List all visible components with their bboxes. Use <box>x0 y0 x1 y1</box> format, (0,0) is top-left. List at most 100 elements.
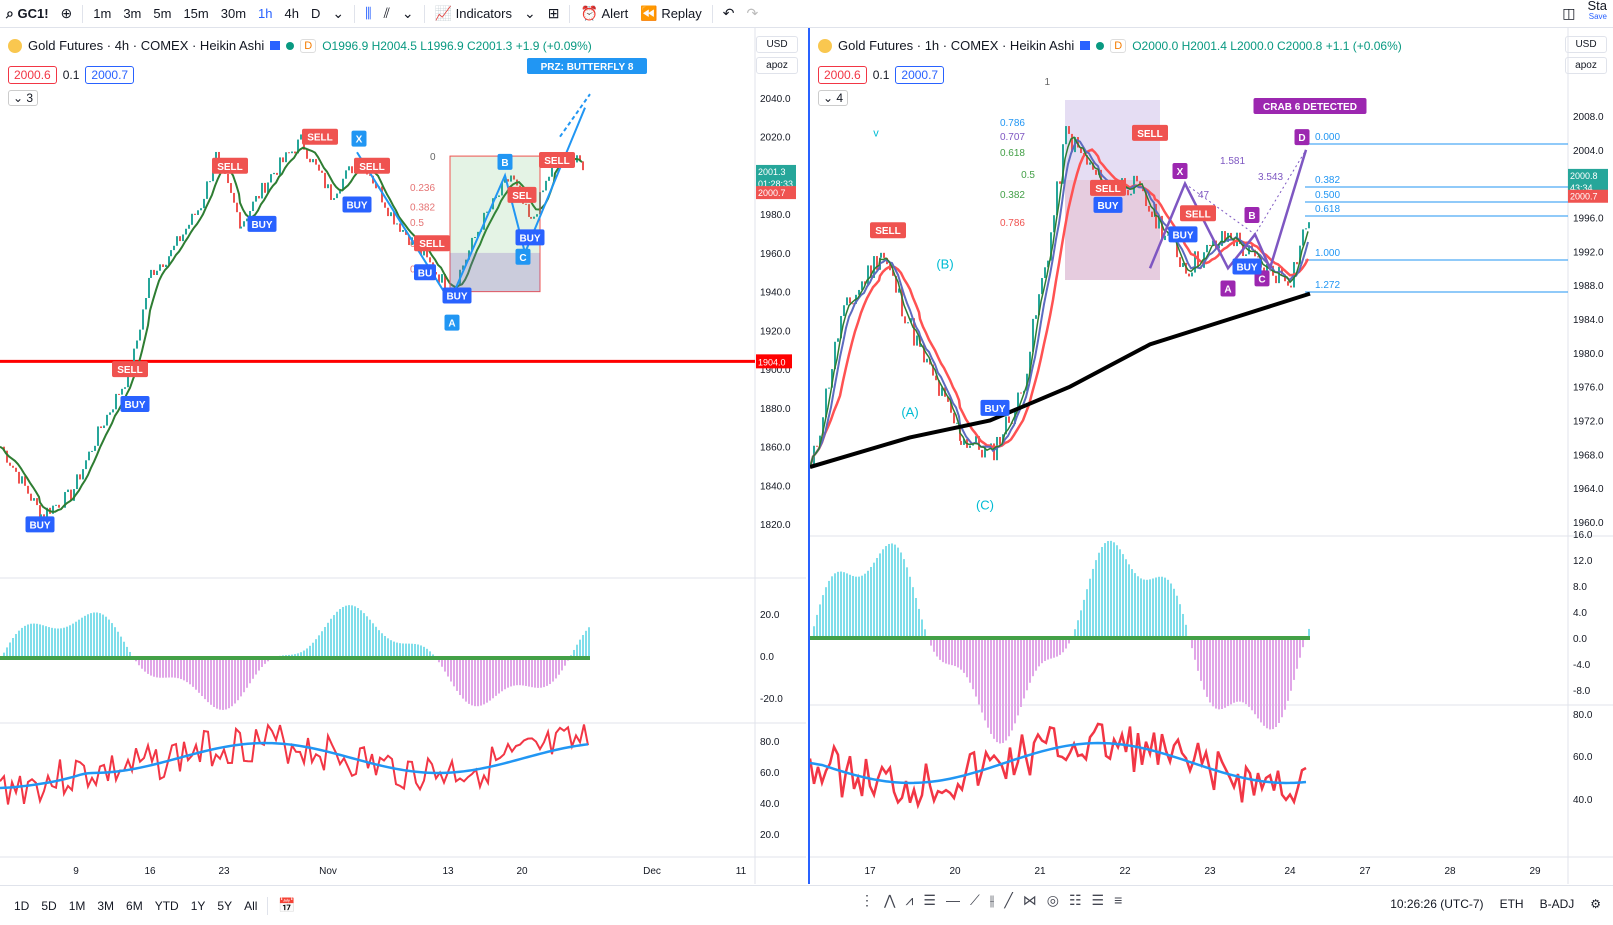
osc-bar <box>954 638 956 666</box>
pattern-xabcd-icon[interactable]: ⋀ <box>884 892 895 909</box>
chart-style-button[interactable]: ⫽ <box>378 0 396 27</box>
scale-mode-select[interactable]: apoz <box>1565 57 1607 74</box>
top-toolbar: ⌕ GC1! ⊕ 1m 3m 5m 15m 30m 1h 4h D ⌄ ⫼ ⫽ … <box>0 0 1613 28</box>
menu-icon[interactable]: ≡ <box>1114 892 1122 909</box>
osc-bar <box>486 658 488 703</box>
timeframe-30m[interactable]: 30m <box>215 0 252 27</box>
elliott-wave-icon[interactable]: ⋈ <box>1023 892 1037 909</box>
session-toggle[interactable]: ETH <box>1500 897 1524 911</box>
alarm-icon: ⏰ <box>580 5 597 22</box>
drag-handle-icon[interactable]: ⋮ <box>860 892 874 909</box>
settings-icon[interactable]: ⚙ <box>1590 897 1601 911</box>
chart-left[interactable]: 2040.02020.02000.01980.01960.01940.01920… <box>0 28 806 884</box>
chart-right-canvas[interactable]: 2008.02004.01996.01992.01988.01984.01980… <box>810 28 1613 884</box>
ray-icon[interactable]: ⟋ <box>970 892 980 909</box>
timeframe-3m[interactable]: 3m <box>117 0 147 27</box>
osc-bar <box>345 606 347 658</box>
osc-bar <box>867 571 869 638</box>
sell-price-button[interactable]: 2000.6 <box>818 66 867 84</box>
pattern-cypher-icon[interactable]: ⩘ <box>905 892 913 909</box>
chart-style-dropdown[interactable]: ⌄ <box>396 0 420 27</box>
osc-bar <box>1290 638 1292 691</box>
range-1d[interactable]: 1D <box>8 899 35 913</box>
osc-bar <box>1224 638 1226 708</box>
fib-spiral-icon[interactable]: ◎ <box>1047 892 1059 909</box>
timeframe-4h[interactable]: 4h <box>279 0 305 27</box>
last-price: 2001.3 <box>758 167 786 177</box>
osc-bar <box>198 658 200 693</box>
replay-button[interactable]: ⏪ Replay <box>634 0 708 27</box>
range-1y[interactable]: 1Y <box>185 899 212 913</box>
alert-button[interactable]: ⏰ Alert <box>574 0 634 27</box>
buy-price-button[interactable]: 2000.7 <box>85 66 134 84</box>
osc-bar <box>174 658 176 678</box>
undo-button[interactable]: ↶ <box>717 0 741 27</box>
indicators-button[interactable]: 📈 Indicators <box>429 0 518 27</box>
currency-select[interactable]: USD <box>1565 36 1607 53</box>
range-1m[interactable]: 1M <box>63 899 92 913</box>
osc-tick: 0.0 <box>1573 634 1587 645</box>
fib-level: 1.272 <box>1315 280 1340 291</box>
range-5y[interactable]: 5Y <box>211 899 238 913</box>
osc-bar <box>225 658 227 709</box>
symbol-search[interactable]: ⌕ GC1! <box>0 0 55 27</box>
trend-line-icon[interactable]: ╱ <box>1004 892 1012 909</box>
fib-retracement-icon[interactable]: ☰ <box>923 892 936 909</box>
chart-right-title[interactable]: Gold Futures · 1h · COMEX · Heikin Ashi <box>838 38 1074 53</box>
osc-bar <box>366 616 368 658</box>
indicator-collapse-button[interactable]: ⌄ 4 <box>818 90 848 106</box>
osc-bar <box>900 552 902 638</box>
candle <box>173 246 175 250</box>
pitchfork-icon[interactable]: ⫲ <box>990 892 995 909</box>
adjust-toggle[interactable]: B-ADJ <box>1540 897 1575 911</box>
osc-bar <box>933 638 935 652</box>
chart-left-canvas[interactable]: 2040.02020.02000.01980.01960.01940.01920… <box>0 28 806 884</box>
range-ytd[interactable]: YTD <box>149 899 185 913</box>
templates-dropdown[interactable]: ⌄ <box>518 0 542 27</box>
flag-icon <box>270 41 280 50</box>
osc-bar <box>1194 638 1196 660</box>
buy-price-button[interactable]: 2000.7 <box>895 66 944 84</box>
date-range-button[interactable]: 📅 <box>272 897 301 914</box>
range-3m[interactable]: 3M <box>91 899 120 913</box>
date-tick: 13 <box>442 866 454 877</box>
indicator-collapse-button[interactable]: ⌄ 3 <box>8 90 38 106</box>
osc-bar <box>1041 638 1043 663</box>
redo-button[interactable]: ↷ <box>741 0 765 27</box>
osc-bar <box>951 638 953 665</box>
fib-level: 0 <box>430 152 436 163</box>
currency-select[interactable]: USD <box>756 36 798 53</box>
range-all[interactable]: All <box>238 899 263 913</box>
short-position-icon[interactable]: ☰ <box>1092 892 1105 909</box>
timeframe-1h[interactable]: 1h <box>252 0 278 27</box>
long-position-icon[interactable]: ☷ <box>1069 892 1082 909</box>
timeframe-15m[interactable]: 15m <box>177 0 214 27</box>
timeframe-5m[interactable]: 5m <box>147 0 177 27</box>
timeframe-1m[interactable]: 1m <box>87 0 117 27</box>
date-tick: 16 <box>144 866 156 877</box>
osc-bar <box>1167 580 1169 638</box>
clock-time[interactable]: 10:26:26 (UTC-7) <box>1390 897 1483 911</box>
scale-mode-select[interactable]: apoz <box>756 57 798 74</box>
range-6m[interactable]: 6M <box>120 899 149 913</box>
chart-type-button[interactable]: ⫼ <box>359 0 377 27</box>
fib-level: 0.618 <box>1000 148 1025 159</box>
timeframe-d[interactable]: D <box>305 0 326 27</box>
sell-price-button[interactable]: 2000.6 <box>8 66 57 84</box>
chart-left-title[interactable]: Gold Futures · 4h · COMEX · Heikin Ashi <box>28 38 264 53</box>
fib-level: 0.786 <box>1000 218 1025 229</box>
horizontal-line-icon[interactable]: — <box>946 892 960 909</box>
candle <box>165 265 167 267</box>
add-symbol-button[interactable]: ⊕ <box>55 0 79 27</box>
range-5d[interactable]: 5D <box>35 899 62 913</box>
layout-toggle-button[interactable]: ◫ <box>1556 0 1581 27</box>
layouts-button[interactable]: ⊞ <box>542 0 566 27</box>
signal-tag: SELL <box>359 162 385 173</box>
osc-bar <box>240 658 242 696</box>
osc-bar <box>1155 577 1157 638</box>
timeframe-dropdown[interactable]: ⌄ <box>326 0 350 27</box>
candle <box>227 174 229 183</box>
osc-bar <box>471 658 473 705</box>
